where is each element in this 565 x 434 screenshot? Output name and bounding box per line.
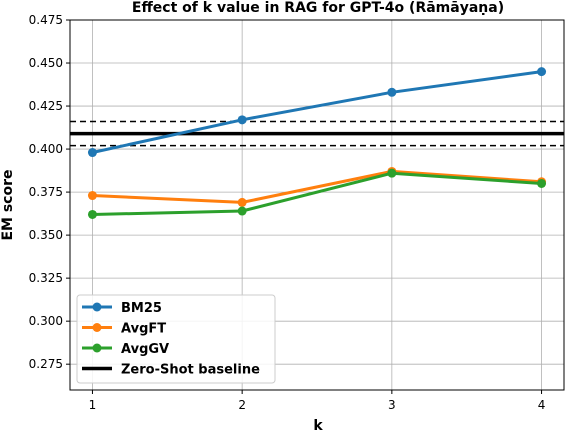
y-tick-label: 0.275 (29, 357, 63, 371)
series-line-bm25 (92, 70, 542, 154)
x-axis: 1 2 3 4 (89, 390, 546, 412)
x-tick-label: 2 (238, 398, 246, 412)
chart-title: Effect of k value in RAG for GPT-4o (Rām… (132, 0, 504, 16)
y-tick-label: 0.425 (29, 99, 63, 113)
y-tick-label: 0.300 (29, 314, 63, 328)
series-layer (87, 67, 547, 219)
data-point-bm25 (537, 67, 547, 77)
legend: BM25 AvgFT AvgGV Zero-Shot baseline (76, 294, 276, 384)
x-tick-label: 4 (538, 398, 546, 412)
legend-marker (92, 323, 102, 332)
y-tick-label: 0.400 (29, 142, 63, 156)
y-tick-label: 0.375 (29, 185, 63, 199)
data-point-avggv (537, 178, 547, 188)
x-tick-label: 3 (388, 398, 396, 412)
y-tick-label: 0.325 (29, 271, 63, 285)
y-tick-label: 0.450 (29, 56, 63, 70)
data-point-avggv (87, 209, 97, 219)
data-point-bm25 (87, 148, 97, 158)
data-point-avggv (237, 206, 247, 216)
legend-marker (92, 343, 102, 353)
baseline-layer (70, 120, 564, 147)
data-point-bm25 (237, 115, 247, 125)
legend-label: AvgFT (121, 322, 166, 337)
y-axis-label: EM score (0, 169, 16, 240)
legend-label: Zero-Shot baseline (121, 363, 260, 378)
series-line-avggv (92, 171, 542, 216)
legend-label: AvgGV (121, 342, 169, 357)
data-point-avgft (87, 191, 97, 201)
series-line-avgft (92, 169, 542, 204)
x-tick-label: 1 (89, 398, 97, 412)
legend-marker (92, 302, 102, 312)
y-axis: 0.275 0.300 0.325 0.350 0.375 0.400 0.425 0.450… (29, 13, 70, 371)
legend-box (76, 294, 276, 384)
legend-label: BM25 (121, 301, 162, 316)
data-point-avggv (387, 168, 397, 178)
data-point-avgft (237, 197, 247, 207)
data-point-bm25 (387, 87, 397, 97)
y-tick-label: 0.350 (29, 228, 63, 242)
plot-frame (69, 19, 565, 391)
x-axis-label: k (313, 418, 323, 434)
y-tick-label: 0.475 (29, 13, 63, 27)
